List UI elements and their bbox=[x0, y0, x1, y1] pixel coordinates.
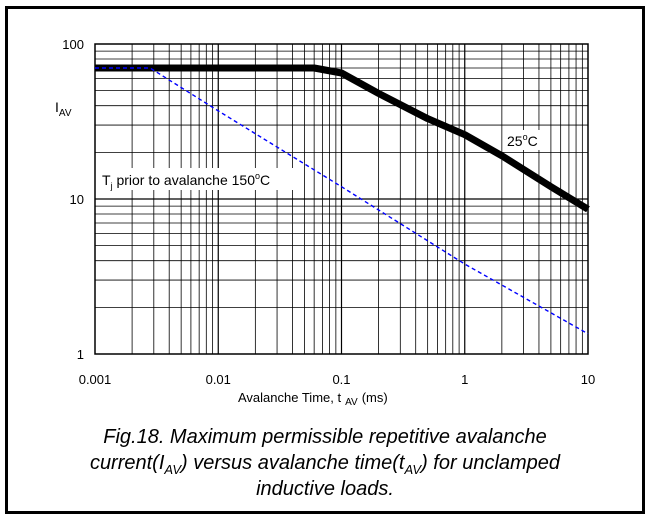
y-tick-label: 100 bbox=[62, 37, 84, 52]
figure-caption: Fig.18. Maximum permissible repetitive a… bbox=[8, 424, 642, 502]
x-tick-labels: 0.001 0.01 0.1 1 10 bbox=[79, 372, 596, 387]
series-line-150c bbox=[95, 67, 589, 335]
caption-line-3: inductive loads. bbox=[256, 478, 394, 500]
annotation-150c: Tj prior to avalanche 150oC bbox=[102, 171, 270, 191]
y-tick-label: 1 bbox=[77, 347, 84, 362]
x-tick-label: 0.01 bbox=[206, 372, 231, 387]
annotation-25c-bg bbox=[503, 130, 547, 150]
plot-area-border bbox=[94, 43, 589, 355]
annotation-25c: 25oC bbox=[507, 132, 538, 149]
y-tick-label: 10 bbox=[70, 192, 84, 207]
y-axis-label: IAV bbox=[55, 99, 72, 119]
annotation-150c-bg bbox=[98, 168, 304, 190]
x-tick-label: 10 bbox=[581, 372, 595, 387]
caption-line-2: current(IAV) versus avalanche time(tAV) … bbox=[89, 452, 561, 477]
grid-major-lines bbox=[95, 44, 588, 354]
x-tick-label: 0.001 bbox=[79, 372, 112, 387]
caption-line-1: Fig.18. Maximum permissible repetitive a… bbox=[103, 426, 547, 448]
x-tick-label: 0.1 bbox=[332, 372, 350, 387]
series-lines bbox=[95, 64, 590, 335]
x-axis-label: Avalanche Time, t AV (ms) bbox=[238, 390, 388, 408]
x-tick-label: 1 bbox=[461, 372, 468, 387]
y-tick-labels: 1 10 100 bbox=[62, 37, 84, 362]
series-line-25c bbox=[95, 64, 590, 213]
